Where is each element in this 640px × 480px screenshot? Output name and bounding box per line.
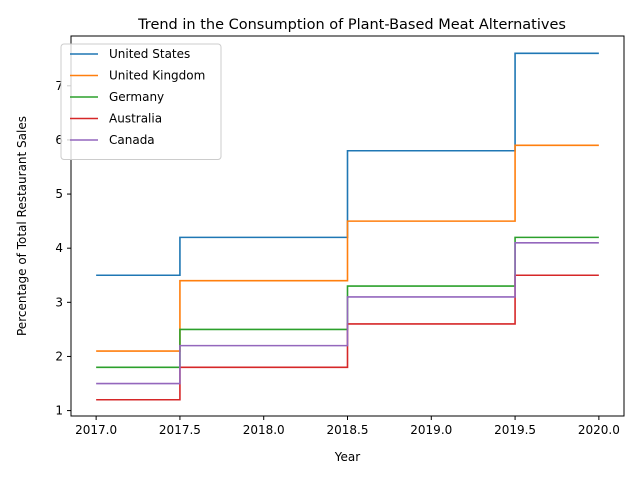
y-tick-label: 5 xyxy=(55,187,63,201)
y-axis-label: Percentage of Total Restaurant Sales xyxy=(15,116,29,336)
y-tick-label: 6 xyxy=(55,133,63,147)
y-tick-label: 1 xyxy=(55,404,63,418)
legend-label: Germany xyxy=(109,90,164,104)
x-tick-label: 2018.0 xyxy=(243,423,285,437)
legend-label: United States xyxy=(109,47,190,61)
x-tick-label: 2017.5 xyxy=(159,423,201,437)
x-axis-label: Year xyxy=(334,450,360,464)
plot-area xyxy=(96,52,599,401)
series-line-4 xyxy=(96,241,599,385)
x-axis: 2017.0 2017.5 2018.0 2018.5 2019.0 2019.5 2020… xyxy=(75,416,620,437)
x-tick-label: 2019.0 xyxy=(410,423,452,437)
x-tick-label: 2019.5 xyxy=(494,423,536,437)
chart-title: Trend in the Consumption of Plant-Based … xyxy=(137,17,566,33)
series-line-0 xyxy=(96,52,599,277)
legend-label: Australia xyxy=(109,112,162,126)
legend-label: Canada xyxy=(109,133,155,147)
legend: United States United Kingdom Germany Austra… xyxy=(60,43,222,160)
x-tick-label: 2017.0 xyxy=(75,423,117,437)
y-tick-label: 2 xyxy=(55,349,63,363)
y-axis: 1 2 3 4 5 6 7 xyxy=(55,79,71,418)
legend-box xyxy=(60,43,222,160)
x-tick-label: 2020.0 xyxy=(578,423,620,437)
legend-label: United Kingdom xyxy=(109,69,205,83)
x-tick-label: 2018.5 xyxy=(327,423,369,437)
y-tick-label: 3 xyxy=(55,295,63,309)
y-tick-label: 4 xyxy=(55,241,63,255)
y-tick-label: 7 xyxy=(55,79,63,93)
